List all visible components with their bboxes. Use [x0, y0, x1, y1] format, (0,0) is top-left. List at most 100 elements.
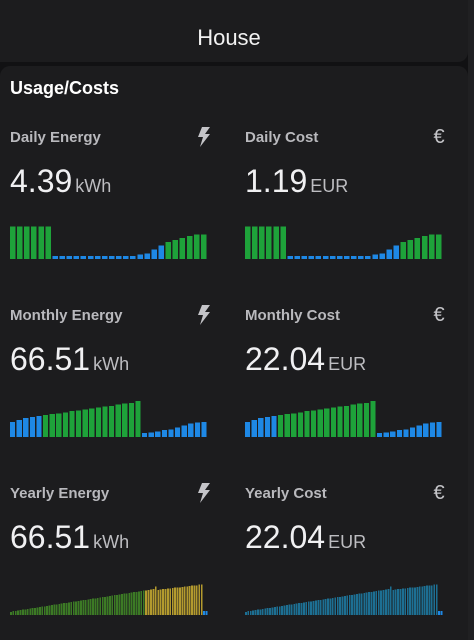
spark-bar — [70, 602, 73, 615]
spark-bar — [77, 600, 80, 615]
spark-bar — [133, 592, 135, 615]
spark-bar — [375, 591, 378, 615]
spark-bar — [407, 240, 414, 259]
tile-monthly-energy[interactable]: Monthly Energy 66.51 kWh — [10, 305, 215, 457]
spark-bar — [82, 409, 88, 437]
tile-daily-cost[interactable]: Daily Cost € 1.19 EUR — [245, 126, 450, 279]
spark-bar — [12, 611, 15, 615]
tile-unit: kWh — [93, 354, 130, 374]
spark-bar — [353, 594, 356, 615]
spark-bar — [385, 589, 387, 615]
spark-bar — [188, 586, 191, 615]
spark-bar — [252, 226, 258, 259]
spark-bar — [399, 588, 402, 615]
tile-monthly-cost[interactable]: Monthly Cost € 22.04 EUR — [245, 304, 450, 457]
page-title: House — [197, 25, 261, 50]
spark-bar — [370, 400, 376, 437]
spark-bar — [322, 599, 325, 615]
spark-bar — [109, 255, 115, 259]
spark-bar — [426, 585, 428, 615]
spark-bar — [273, 226, 279, 259]
spark-bar — [69, 411, 75, 437]
spark-bar — [264, 417, 270, 437]
spark-bar — [383, 432, 389, 437]
spark-bar — [336, 597, 339, 615]
spark-bar — [80, 600, 82, 615]
spark-bar — [360, 593, 363, 615]
spark-bar — [389, 586, 392, 615]
spark-bar — [43, 414, 49, 437]
tile-name: Daily Energy — [10, 129, 101, 146]
spark-bar — [435, 584, 438, 615]
spark-bar — [52, 255, 58, 259]
spark-bar — [29, 417, 35, 437]
spark-bar — [351, 594, 354, 615]
spark-bar — [421, 236, 428, 259]
spark-bar — [370, 591, 373, 615]
sparkline-yearly-energy — [10, 584, 208, 615]
spark-bar — [175, 427, 181, 437]
spark-bar — [87, 255, 94, 259]
spark-bar — [118, 594, 121, 615]
spark-bar — [26, 608, 29, 615]
spark-bar — [157, 589, 160, 615]
spark-bar — [344, 405, 350, 437]
spark-bar — [406, 588, 409, 615]
euro-icon: € — [433, 481, 445, 504]
spark-bar — [283, 605, 286, 615]
spark-bar — [48, 605, 51, 615]
header-bar: House — [0, 0, 468, 62]
spark-bar — [421, 586, 424, 615]
spark-bar — [344, 596, 346, 615]
spark-bar — [84, 599, 87, 615]
tile-name: Yearly Cost — [245, 485, 327, 502]
spark-bar — [291, 413, 297, 437]
spark-bar — [168, 429, 174, 437]
spark-bar — [344, 255, 350, 259]
spark-bar — [154, 586, 157, 615]
spark-bar — [436, 421, 442, 437]
spark-bar — [137, 254, 143, 259]
euro-icon: € — [433, 303, 445, 326]
spark-bar — [324, 408, 330, 437]
value-row: 22.04 EUR — [245, 341, 366, 378]
spark-bar — [414, 587, 416, 615]
spark-bar — [152, 589, 155, 615]
spark-bar — [186, 236, 193, 259]
spark-bar — [111, 595, 114, 615]
tile-name: Daily Cost — [245, 129, 319, 146]
spark-bar — [102, 406, 108, 437]
spark-bar — [382, 589, 385, 615]
tile-yearly-cost[interactable]: Yearly Cost € 22.04 EUR — [245, 482, 450, 635]
spark-bar — [63, 603, 65, 615]
spark-bar — [295, 603, 298, 615]
spark-bar — [304, 411, 310, 437]
spark-bar — [150, 589, 152, 615]
tile-daily-energy[interactable]: Daily Energy 4.39 kWh — [10, 127, 215, 279]
spark-bar — [403, 429, 409, 437]
spark-bar — [311, 410, 317, 437]
spark-bar — [87, 599, 90, 615]
spark-bar — [269, 607, 271, 615]
spark-bar — [287, 255, 293, 259]
spark-bar — [363, 592, 366, 615]
spark-bar — [396, 430, 402, 437]
lightning-bolt-icon — [193, 481, 215, 505]
spark-bar — [358, 593, 361, 615]
spark-bar — [51, 605, 53, 615]
spark-bar — [254, 610, 257, 615]
spark-bar — [10, 611, 12, 615]
spark-bar — [280, 226, 286, 259]
sparkline-monthly-cost — [245, 400, 442, 437]
spark-bar — [394, 589, 397, 615]
tile-value: 22.04 — [245, 341, 326, 377]
spark-bar — [123, 593, 126, 615]
spark-bar — [43, 606, 46, 615]
spark-bar — [140, 591, 143, 615]
spark-bar — [284, 414, 290, 437]
spark-bar — [38, 607, 41, 615]
tile-yearly-energy[interactable]: Yearly Energy 66.51 kWh — [10, 483, 215, 635]
spark-bar — [317, 600, 320, 615]
spark-bar — [169, 588, 172, 615]
spark-bar — [430, 585, 433, 615]
